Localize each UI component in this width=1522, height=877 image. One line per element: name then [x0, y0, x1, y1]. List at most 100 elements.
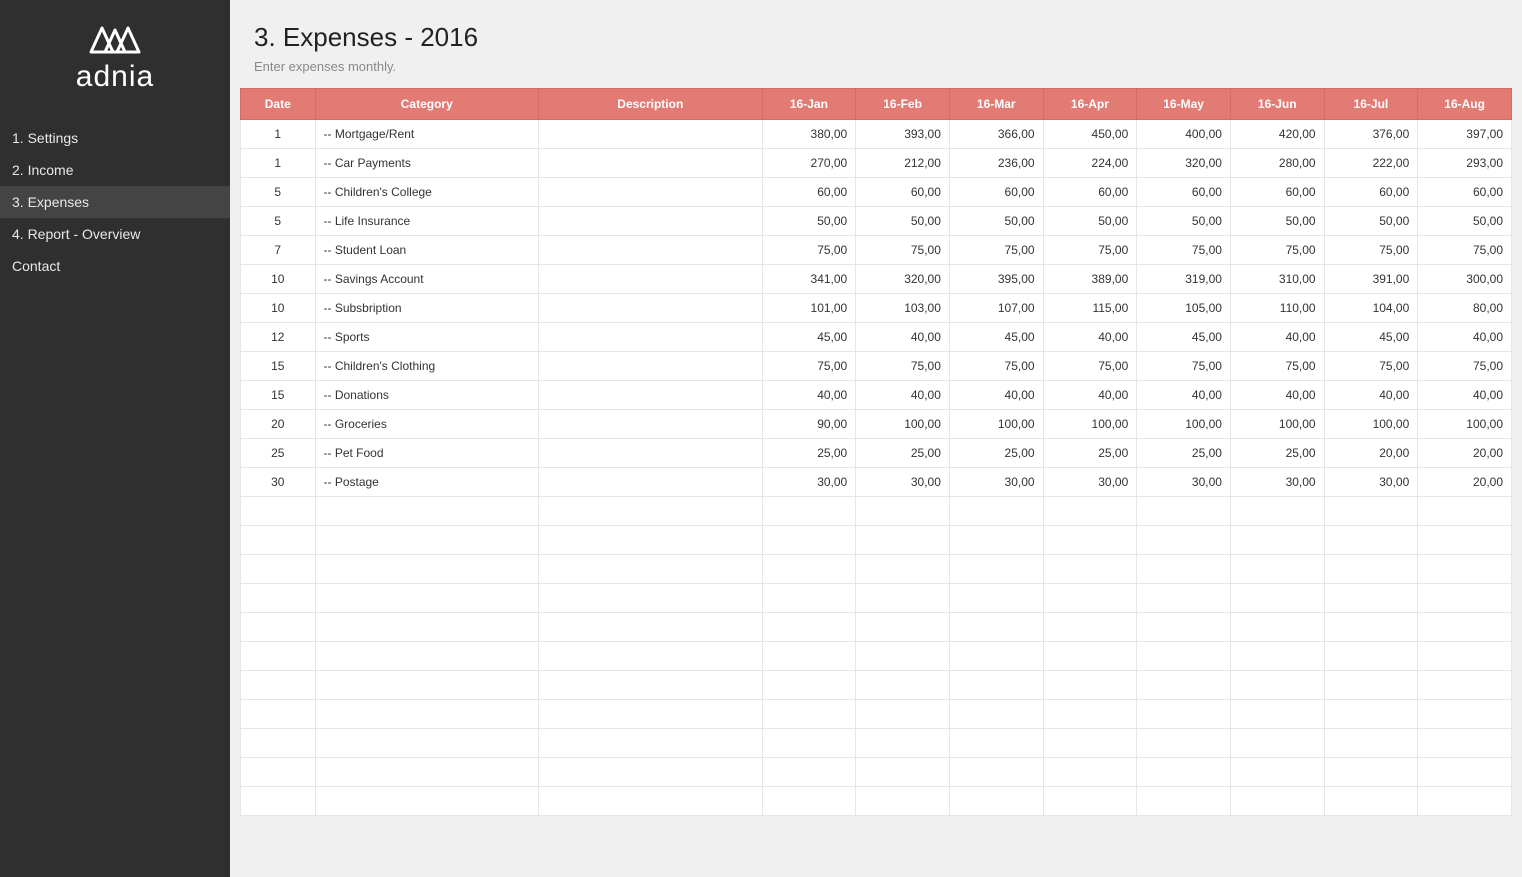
cell-date[interactable]: 15 — [241, 352, 316, 381]
cell-empty[interactable] — [1418, 526, 1512, 555]
cell-description[interactable] — [539, 468, 763, 497]
cell-category[interactable]: -- Postage — [315, 468, 539, 497]
cell-value[interactable]: 75,00 — [1230, 236, 1324, 265]
cell-empty[interactable] — [315, 700, 539, 729]
cell-empty[interactable] — [1324, 758, 1418, 787]
cell-value[interactable]: 100,00 — [1137, 410, 1231, 439]
cell-empty[interactable] — [1043, 671, 1137, 700]
cell-value[interactable]: 20,00 — [1324, 439, 1418, 468]
cell-empty[interactable] — [856, 555, 950, 584]
table-header-cell[interactable]: 16-Feb — [856, 89, 950, 120]
cell-empty[interactable] — [856, 671, 950, 700]
cell-empty[interactable] — [539, 787, 763, 816]
cell-value[interactable]: 341,00 — [762, 265, 856, 294]
cell-empty[interactable] — [1043, 700, 1137, 729]
cell-empty[interactable] — [856, 584, 950, 613]
cell-empty[interactable] — [1230, 613, 1324, 642]
cell-value[interactable]: 104,00 — [1324, 294, 1418, 323]
cell-value[interactable]: 25,00 — [1137, 439, 1231, 468]
cell-empty[interactable] — [1043, 642, 1137, 671]
cell-empty[interactable] — [1418, 700, 1512, 729]
cell-empty[interactable] — [1418, 642, 1512, 671]
cell-value[interactable]: 30,00 — [949, 468, 1043, 497]
cell-description[interactable] — [539, 352, 763, 381]
cell-empty[interactable] — [1418, 555, 1512, 584]
cell-value[interactable]: 393,00 — [856, 120, 950, 149]
cell-value[interactable]: 212,00 — [856, 149, 950, 178]
cell-value[interactable]: 105,00 — [1137, 294, 1231, 323]
cell-empty[interactable] — [1043, 758, 1137, 787]
cell-empty[interactable] — [315, 787, 539, 816]
cell-value[interactable]: 75,00 — [1324, 236, 1418, 265]
cell-empty[interactable] — [1324, 729, 1418, 758]
cell-value[interactable]: 389,00 — [1043, 265, 1137, 294]
cell-category[interactable]: -- Subsbription — [315, 294, 539, 323]
table-header-cell[interactable]: 16-Jul — [1324, 89, 1418, 120]
cell-value[interactable]: 75,00 — [762, 236, 856, 265]
table-header-cell[interactable]: 16-Jan — [762, 89, 856, 120]
cell-value[interactable]: 50,00 — [762, 207, 856, 236]
cell-empty[interactable] — [856, 642, 950, 671]
cell-empty[interactable] — [1230, 555, 1324, 584]
cell-value[interactable]: 75,00 — [856, 352, 950, 381]
cell-empty[interactable] — [539, 555, 763, 584]
cell-date[interactable]: 25 — [241, 439, 316, 468]
cell-category[interactable]: -- Sports — [315, 323, 539, 352]
cell-empty[interactable] — [539, 729, 763, 758]
cell-empty[interactable] — [949, 584, 1043, 613]
cell-value[interactable]: 40,00 — [949, 381, 1043, 410]
table-header-cell[interactable]: Date — [241, 89, 316, 120]
cell-empty[interactable] — [1418, 613, 1512, 642]
cell-empty[interactable] — [315, 555, 539, 584]
table-header-cell[interactable]: 16-Jun — [1230, 89, 1324, 120]
cell-empty[interactable] — [856, 787, 950, 816]
table-header-cell[interactable]: 16-Apr — [1043, 89, 1137, 120]
cell-empty[interactable] — [539, 613, 763, 642]
cell-value[interactable]: 75,00 — [1043, 352, 1137, 381]
cell-empty[interactable] — [1418, 497, 1512, 526]
cell-category[interactable]: -- Children's Clothing — [315, 352, 539, 381]
cell-empty[interactable] — [762, 729, 856, 758]
cell-empty[interactable] — [539, 497, 763, 526]
cell-empty[interactable] — [1324, 642, 1418, 671]
cell-empty[interactable] — [1137, 584, 1231, 613]
cell-value[interactable]: 75,00 — [1418, 236, 1512, 265]
cell-empty[interactable] — [241, 729, 316, 758]
table-header-cell[interactable]: 16-Aug — [1418, 89, 1512, 120]
cell-description[interactable] — [539, 149, 763, 178]
cell-value[interactable]: 50,00 — [1418, 207, 1512, 236]
cell-value[interactable]: 50,00 — [1137, 207, 1231, 236]
cell-date[interactable]: 1 — [241, 120, 316, 149]
cell-empty[interactable] — [762, 526, 856, 555]
cell-description[interactable] — [539, 381, 763, 410]
cell-value[interactable]: 100,00 — [949, 410, 1043, 439]
cell-value[interactable]: 236,00 — [949, 149, 1043, 178]
cell-empty[interactable] — [1324, 584, 1418, 613]
cell-empty[interactable] — [949, 700, 1043, 729]
cell-category[interactable]: -- Donations — [315, 381, 539, 410]
cell-empty[interactable] — [315, 642, 539, 671]
cell-value[interactable]: 60,00 — [1230, 178, 1324, 207]
cell-empty[interactable] — [1418, 787, 1512, 816]
table-header-cell[interactable]: Description — [539, 89, 763, 120]
cell-empty[interactable] — [539, 758, 763, 787]
cell-value[interactable]: 75,00 — [1324, 352, 1418, 381]
cell-empty[interactable] — [949, 671, 1043, 700]
cell-value[interactable]: 30,00 — [856, 468, 950, 497]
cell-category[interactable]: -- Savings Account — [315, 265, 539, 294]
cell-empty[interactable] — [856, 700, 950, 729]
cell-empty[interactable] — [241, 700, 316, 729]
cell-value[interactable]: 30,00 — [1324, 468, 1418, 497]
cell-empty[interactable] — [1230, 642, 1324, 671]
cell-description[interactable] — [539, 207, 763, 236]
cell-description[interactable] — [539, 120, 763, 149]
cell-empty[interactable] — [539, 700, 763, 729]
cell-empty[interactable] — [1324, 671, 1418, 700]
cell-empty[interactable] — [762, 787, 856, 816]
cell-value[interactable]: 25,00 — [762, 439, 856, 468]
cell-value[interactable]: 320,00 — [856, 265, 950, 294]
cell-category[interactable]: -- Groceries — [315, 410, 539, 439]
cell-category[interactable]: -- Life Insurance — [315, 207, 539, 236]
cell-empty[interactable] — [315, 584, 539, 613]
cell-empty[interactable] — [315, 671, 539, 700]
